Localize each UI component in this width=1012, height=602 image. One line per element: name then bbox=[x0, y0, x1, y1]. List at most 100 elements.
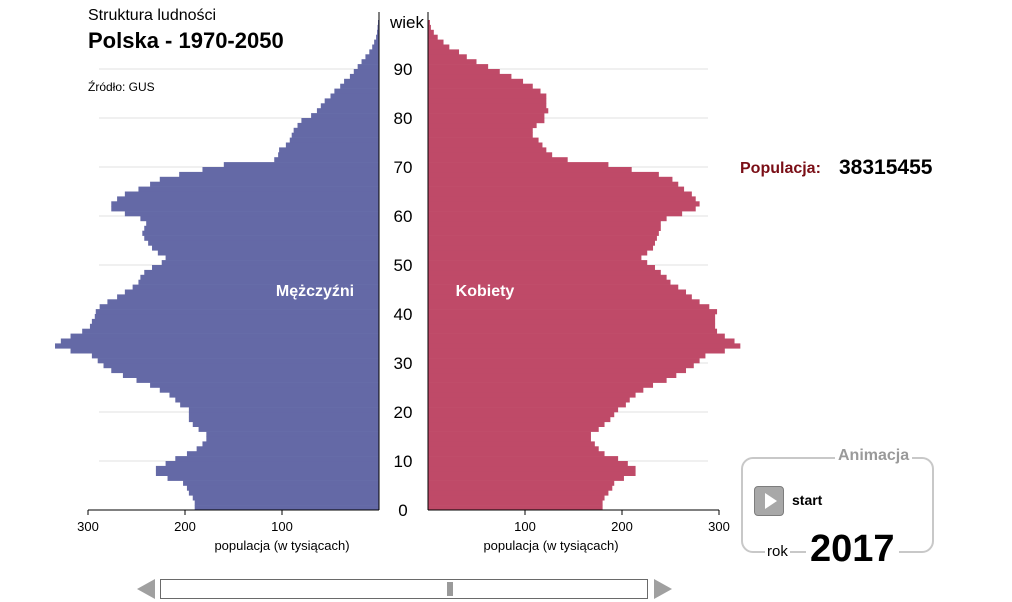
female-bar bbox=[428, 274, 667, 280]
male-bar bbox=[192, 421, 379, 427]
male-bar bbox=[183, 480, 379, 486]
female-bar bbox=[428, 127, 533, 133]
male-bar bbox=[202, 167, 379, 173]
male-bar bbox=[70, 348, 379, 354]
animation-title: Animacja bbox=[835, 447, 913, 465]
male-bar bbox=[175, 397, 379, 403]
female-bar bbox=[428, 348, 725, 354]
male-bar bbox=[136, 377, 379, 383]
male-bar bbox=[223, 162, 379, 168]
source-note: Źródło: GUS bbox=[88, 80, 155, 94]
female-bar bbox=[428, 171, 659, 178]
male-bar bbox=[144, 235, 379, 241]
play-button[interactable] bbox=[754, 486, 784, 516]
female-bar bbox=[428, 103, 547, 109]
slider-left-arrow-icon[interactable] bbox=[137, 579, 155, 599]
year-slider-track[interactable] bbox=[160, 579, 648, 599]
male-bar bbox=[155, 470, 379, 476]
male-bar bbox=[91, 353, 379, 359]
start-label[interactable]: start bbox=[792, 492, 823, 508]
female-bar bbox=[428, 323, 716, 329]
male-bar bbox=[311, 113, 379, 119]
female-bar bbox=[428, 367, 687, 374]
male-bar bbox=[274, 157, 379, 163]
male-bar bbox=[188, 416, 379, 423]
male-bar bbox=[316, 108, 379, 114]
female-bar bbox=[428, 377, 667, 383]
female-bar bbox=[428, 402, 626, 408]
female-bar bbox=[428, 118, 545, 124]
female-x-tick-label: 200 bbox=[611, 519, 633, 534]
male-bar bbox=[377, 29, 379, 35]
male-bar bbox=[157, 250, 379, 256]
female-bar bbox=[428, 304, 710, 310]
male-bar bbox=[324, 98, 379, 104]
female-series-label: Kobiety bbox=[456, 283, 515, 300]
male-bar bbox=[194, 500, 379, 506]
female-bar bbox=[428, 431, 591, 437]
female-bar bbox=[428, 363, 694, 369]
female-bar bbox=[428, 230, 659, 236]
male-bar bbox=[117, 196, 379, 202]
female-bar bbox=[428, 461, 628, 467]
female-bar bbox=[428, 500, 603, 506]
female-bar bbox=[428, 64, 489, 70]
male-bar bbox=[180, 402, 379, 408]
male-bar bbox=[279, 147, 379, 153]
male-bar bbox=[82, 328, 380, 334]
female-bar bbox=[428, 353, 706, 359]
female-bar bbox=[428, 451, 605, 457]
female-bar bbox=[428, 211, 683, 217]
female-bar bbox=[428, 191, 692, 197]
female-bar bbox=[428, 436, 591, 442]
female-bar bbox=[428, 387, 644, 393]
male-bar bbox=[111, 201, 379, 207]
male-bar bbox=[372, 44, 379, 50]
male-x-axis-title: populacja (w tysiącach) bbox=[214, 538, 349, 553]
female-bar bbox=[428, 426, 599, 432]
male-bar bbox=[289, 137, 379, 143]
female-bar bbox=[428, 113, 545, 119]
male-bar bbox=[194, 505, 379, 511]
male-bar bbox=[161, 260, 379, 266]
age-tick-label: 90 bbox=[394, 60, 413, 79]
age-tick-label: 80 bbox=[394, 109, 413, 128]
male-bar bbox=[349, 73, 379, 80]
age-tick-label: 20 bbox=[394, 403, 413, 422]
male-bar bbox=[376, 34, 379, 40]
female-bar bbox=[428, 475, 624, 481]
female-bar bbox=[428, 416, 611, 423]
age-tick-label: 60 bbox=[394, 207, 413, 226]
female-bar bbox=[428, 20, 430, 26]
female-bar bbox=[428, 255, 642, 261]
year-slider-thumb[interactable] bbox=[447, 582, 453, 596]
female-bar bbox=[428, 338, 735, 344]
male-bar bbox=[132, 284, 379, 290]
female-bar bbox=[428, 152, 553, 158]
male-bar bbox=[334, 88, 379, 94]
male-bar bbox=[206, 436, 379, 442]
year-value: 2017 bbox=[806, 528, 899, 571]
female-bar bbox=[428, 446, 599, 452]
male-bar bbox=[301, 118, 379, 124]
female-bar bbox=[428, 245, 654, 251]
male-bar bbox=[138, 186, 379, 192]
female-bar bbox=[428, 34, 438, 40]
male-bar bbox=[159, 387, 379, 393]
slider-right-arrow-icon[interactable] bbox=[654, 579, 672, 599]
male-bar bbox=[278, 152, 379, 158]
male-bar bbox=[91, 318, 379, 325]
female-bar bbox=[428, 250, 648, 256]
male-bar bbox=[144, 269, 379, 276]
female-bar bbox=[428, 167, 632, 173]
female-bar bbox=[428, 407, 619, 413]
male-bar bbox=[285, 142, 379, 148]
age-tick-label: 0 bbox=[398, 501, 407, 520]
male-bar bbox=[188, 490, 379, 496]
male-bar bbox=[124, 191, 379, 197]
male-bar bbox=[99, 304, 379, 310]
male-bar bbox=[70, 333, 379, 339]
female-bar bbox=[428, 44, 450, 50]
female-bar bbox=[428, 201, 700, 207]
female-bar bbox=[428, 314, 716, 320]
